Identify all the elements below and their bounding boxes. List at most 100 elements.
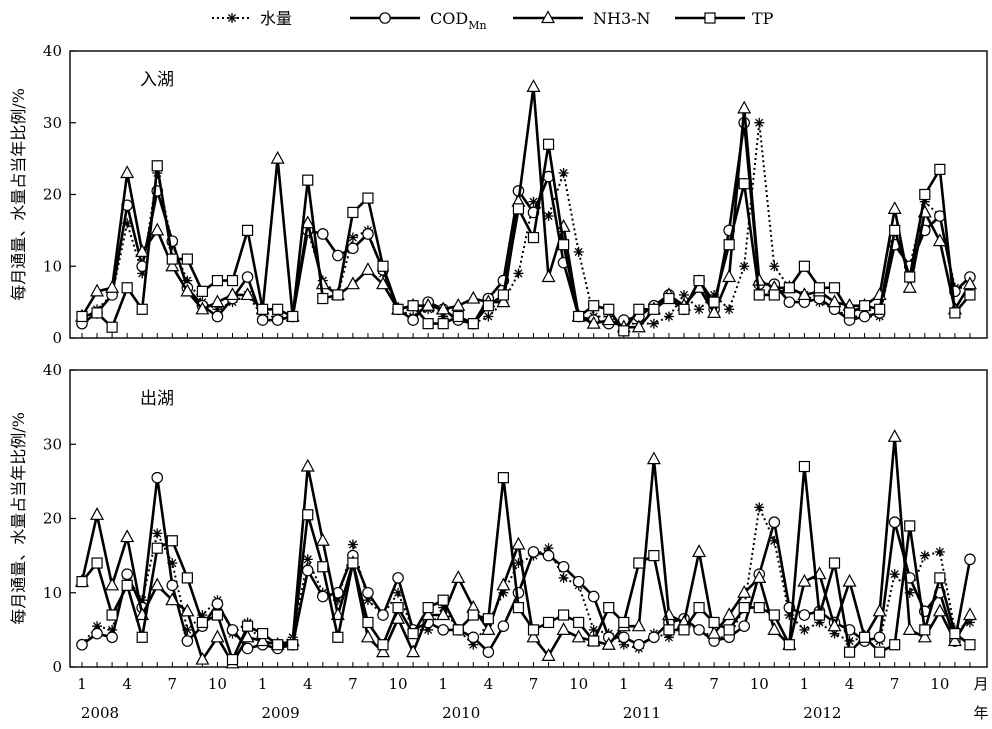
data-point-cod <box>166 579 179 592</box>
data-point-tp <box>272 303 284 315</box>
data-point-nh3 <box>737 100 752 114</box>
data-point-nh3 <box>601 636 616 650</box>
data-point-tp <box>332 289 344 301</box>
data-point-water <box>558 167 569 178</box>
data-point-cod <box>798 609 811 621</box>
data-point-tp <box>151 542 163 554</box>
legend-label-cod: CODMn <box>430 9 487 32</box>
data-point-tp <box>226 275 239 287</box>
data-point-tp <box>241 620 254 632</box>
data-point-cod <box>316 228 329 240</box>
data-point-nh3 <box>541 648 556 661</box>
data-point-water <box>754 502 765 513</box>
y-tick-label: 30 <box>43 435 62 453</box>
series-line-tp <box>80 465 971 661</box>
data-point-tp <box>317 561 329 573</box>
data-point-tp <box>121 579 133 591</box>
data-point-nh3 <box>707 625 722 639</box>
data-point-tp <box>497 289 509 301</box>
data-point-cod <box>497 620 510 632</box>
x-tick-label: 4 <box>484 675 494 693</box>
data-point-water <box>558 572 569 583</box>
data-point-water <box>663 311 674 322</box>
data-point-tp <box>226 653 239 666</box>
data-point-nh3 <box>962 276 977 290</box>
data-point-tp <box>663 292 675 305</box>
data-point-tp <box>723 624 735 636</box>
data-point-tp <box>196 285 208 297</box>
data-point-tp <box>904 520 916 532</box>
data-point-cod <box>151 471 164 484</box>
legend-entry-tp: TP <box>675 9 774 28</box>
data-point-nh3 <box>165 592 180 606</box>
data-point-tp <box>437 594 449 606</box>
data-point-tp <box>181 253 193 265</box>
data-point-nh3 <box>466 290 481 304</box>
data-point-tp <box>527 231 540 244</box>
data-point-tp <box>678 624 690 636</box>
data-point-nh3 <box>451 570 466 584</box>
series-tp <box>76 460 976 666</box>
data-point-nh3 <box>541 269 556 283</box>
data-point-tp <box>798 260 811 272</box>
data-point-nh3 <box>165 258 180 272</box>
data-point-nh3 <box>556 622 571 635</box>
data-point-tp <box>91 307 103 319</box>
data-point-tp <box>964 639 976 651</box>
data-point-tp <box>392 601 404 614</box>
data-point-nh3 <box>180 603 195 617</box>
y-tick-label: 0 <box>52 658 62 676</box>
x-tick-label: 4 <box>303 675 313 693</box>
data-point-tp <box>648 550 660 562</box>
legend-label-tp: TP <box>752 9 774 28</box>
data-point-tp <box>241 224 254 236</box>
data-point-nh3 <box>722 269 737 283</box>
data-point-nh3 <box>932 233 947 247</box>
data-point-cod <box>362 228 374 240</box>
year-label: 2009 <box>262 704 300 722</box>
data-point-nh3 <box>797 573 812 587</box>
data-point-nh3 <box>406 644 421 658</box>
data-point-cod <box>587 590 600 603</box>
y-axis-label: 每月通量、水量占当年比例/% <box>9 412 28 625</box>
data-point-water <box>799 624 810 635</box>
legend-entry-nh3: NH3-N <box>513 9 651 28</box>
data-point-nh3 <box>300 215 315 229</box>
data-point-tp <box>196 616 208 629</box>
data-point-nh3 <box>646 451 661 465</box>
data-point-nh3 <box>827 294 842 308</box>
data-point-tp <box>91 557 103 569</box>
data-point-nh3 <box>375 644 391 658</box>
data-point-nh3 <box>195 651 210 665</box>
year-label: 2012 <box>803 704 841 722</box>
data-point-tp <box>542 616 555 629</box>
data-point-tp <box>964 289 976 301</box>
data-point-tp <box>858 631 871 643</box>
data-point-water <box>919 550 930 561</box>
data-point-tp <box>738 178 750 190</box>
data-point-cod <box>467 631 480 644</box>
y-tick-label: 20 <box>43 186 62 204</box>
data-point-tp <box>377 639 389 651</box>
data-point-nh3 <box>842 573 857 587</box>
panel-outflow: 0 10 20 30 40 每月通量、水量占当年比例/% 出湖 <box>9 361 988 676</box>
data-point-nh3 <box>526 79 541 92</box>
y-tick-label: 40 <box>43 42 62 60</box>
data-point-tp <box>603 601 615 614</box>
data-point-tp <box>497 472 509 484</box>
data-point-water <box>648 318 659 329</box>
data-point-tp <box>828 282 841 294</box>
y-tick-label: 40 <box>43 361 62 379</box>
data-point-tp <box>573 310 585 323</box>
data-point-nh3 <box>511 536 526 550</box>
data-point-nh3 <box>300 458 315 472</box>
x-tick-label: 10 <box>208 675 227 693</box>
data-point-nh3 <box>90 283 105 297</box>
data-point-water <box>889 569 900 580</box>
y-tick-label: 10 <box>43 584 62 602</box>
data-point-cod <box>542 549 555 562</box>
data-point-tp <box>588 635 600 647</box>
data-point-cod <box>362 586 374 599</box>
data-point-cod <box>693 624 705 636</box>
